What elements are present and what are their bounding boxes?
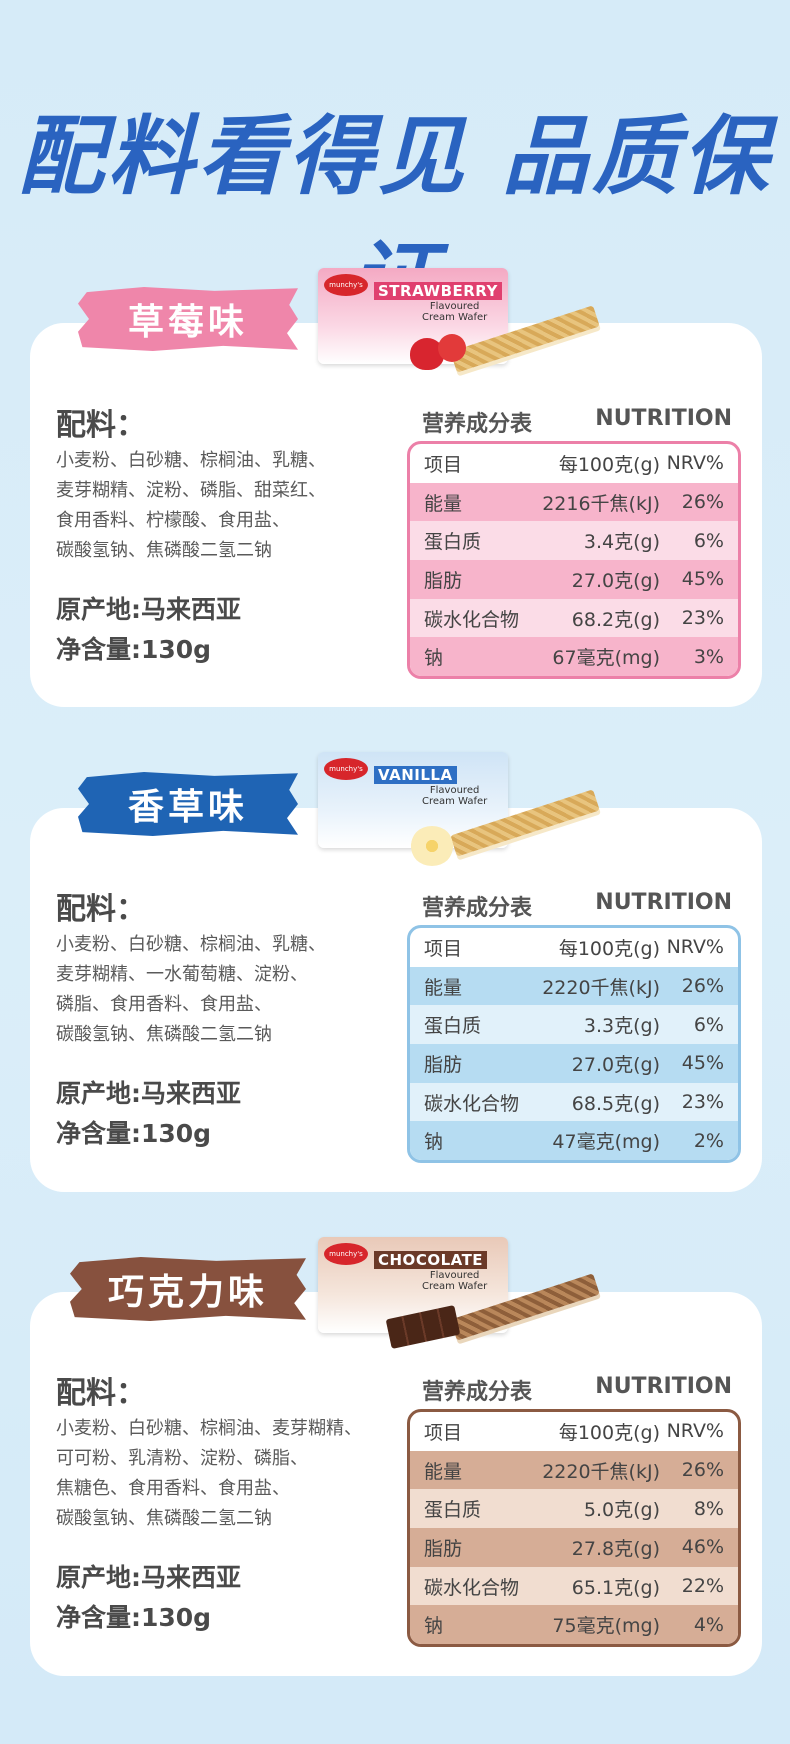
package-flavor-name: VANILLA <box>374 766 457 784</box>
table-row: 钠 75毫克(mg) 4% <box>410 1605 738 1645</box>
table-row: 蛋白质 3.3克(g) 6% <box>410 1005 738 1045</box>
package-flavor-name: STRAWBERRY <box>374 282 502 300</box>
nutrition-table: 项目 每100克(g) NRV% 能量 2216千焦(kJ) 26% 蛋白质 3.4克… <box>407 441 741 680</box>
net-weight-label: 净含量:130g <box>56 1603 212 1632</box>
brand-logo: munchy's <box>324 1243 368 1265</box>
table-row: 能量 2220千焦(kJ) 26% <box>410 966 738 1006</box>
table-header-row: 项目 每100克(g) NRV% <box>424 1420 724 1444</box>
vanilla-flower-icon <box>410 826 454 866</box>
origin-label: 原产地:马来西亚 <box>56 1079 241 1108</box>
table-row: 能量 2220千焦(kJ) 26% <box>410 1450 738 1490</box>
package-subtitle: Flavoured Cream Wafer <box>422 785 488 807</box>
chocolate-flavor-tag: 巧克力味 <box>70 1257 306 1321</box>
ingredients-list: 小麦粉、白砂糖、棕榈油、乳糖、 麦芽糊精、淀粉、磷脂、甜菜红、 食用香料、柠檬酸… <box>56 450 326 561</box>
vanilla-flavor-tag: 香草味 <box>78 772 298 836</box>
strawberry-flavor-tag: 草莓味 <box>78 287 298 351</box>
origin-label: 原产地:马来西亚 <box>56 595 241 624</box>
table-header-row: 项目 每100克(g) NRV% <box>424 452 724 476</box>
nutrition-header: 营养成分表 NUTRITION <box>422 890 732 921</box>
table-row: 能量 2216千焦(kJ) 26% <box>410 482 738 522</box>
net-weight-label: 净含量:130g <box>56 1119 212 1148</box>
net-weight-label: 净含量:130g <box>56 635 212 664</box>
table-row: 脂肪 27.8克(g) 46% <box>410 1528 738 1567</box>
table-row: 钠 47毫克(mg) 2% <box>410 1121 738 1161</box>
strawberry-icon <box>438 334 466 362</box>
brand-logo: munchy's <box>324 274 368 296</box>
table-header-row: 项目 每100克(g) NRV% <box>424 936 724 960</box>
ingredients-title: 配料： <box>56 1376 146 1411</box>
nutrition-header: 营养成分表 NUTRITION <box>422 406 732 437</box>
table-row: 碳水化合物 68.5克(g) 23% <box>410 1082 738 1122</box>
table-row: 脂肪 27.0克(g) 45% <box>410 1044 738 1083</box>
origin-label: 原产地:马来西亚 <box>56 1563 241 1592</box>
table-row: 钠 67毫克(mg) 3% <box>410 637 738 677</box>
nutrition-table: 项目 每100克(g) NRV% 能量 2220千焦(kJ) 26% 蛋白质 3.3克… <box>407 925 741 1164</box>
nutrition-header: 营养成分表 NUTRITION <box>422 1374 732 1405</box>
table-row: 脂肪 27.0克(g) 45% <box>410 560 738 599</box>
table-row: 碳水化合物 65.1克(g) 22% <box>410 1566 738 1606</box>
table-row: 碳水化合物 68.2克(g) 23% <box>410 598 738 638</box>
brand-logo: munchy's <box>324 758 368 780</box>
package-subtitle: Flavoured Cream Wafer <box>422 1270 488 1292</box>
ingredients-title: 配料： <box>56 892 146 927</box>
table-row: 蛋白质 5.0克(g) 8% <box>410 1489 738 1529</box>
table-row: 蛋白质 3.4克(g) 6% <box>410 521 738 561</box>
ingredients-list: 小麦粉、白砂糖、棕榈油、乳糖、 麦芽糊精、一水葡萄糖、淀粉、 磷脂、食用香料、食… <box>56 934 326 1045</box>
ingredients-list: 小麦粉、白砂糖、棕榈油、麦芽糊精、 可可粉、乳清粉、淀粉、磷脂、 焦糖色、食用香… <box>56 1418 362 1529</box>
package-flavor-name: CHOCOLATE <box>374 1251 488 1269</box>
nutrition-table: 项目 每100克(g) NRV% 能量 2220千焦(kJ) 26% 蛋白质 5.0克… <box>407 1409 741 1648</box>
ingredients-title: 配料： <box>56 408 146 443</box>
package-subtitle: Flavoured Cream Wafer <box>422 301 488 323</box>
